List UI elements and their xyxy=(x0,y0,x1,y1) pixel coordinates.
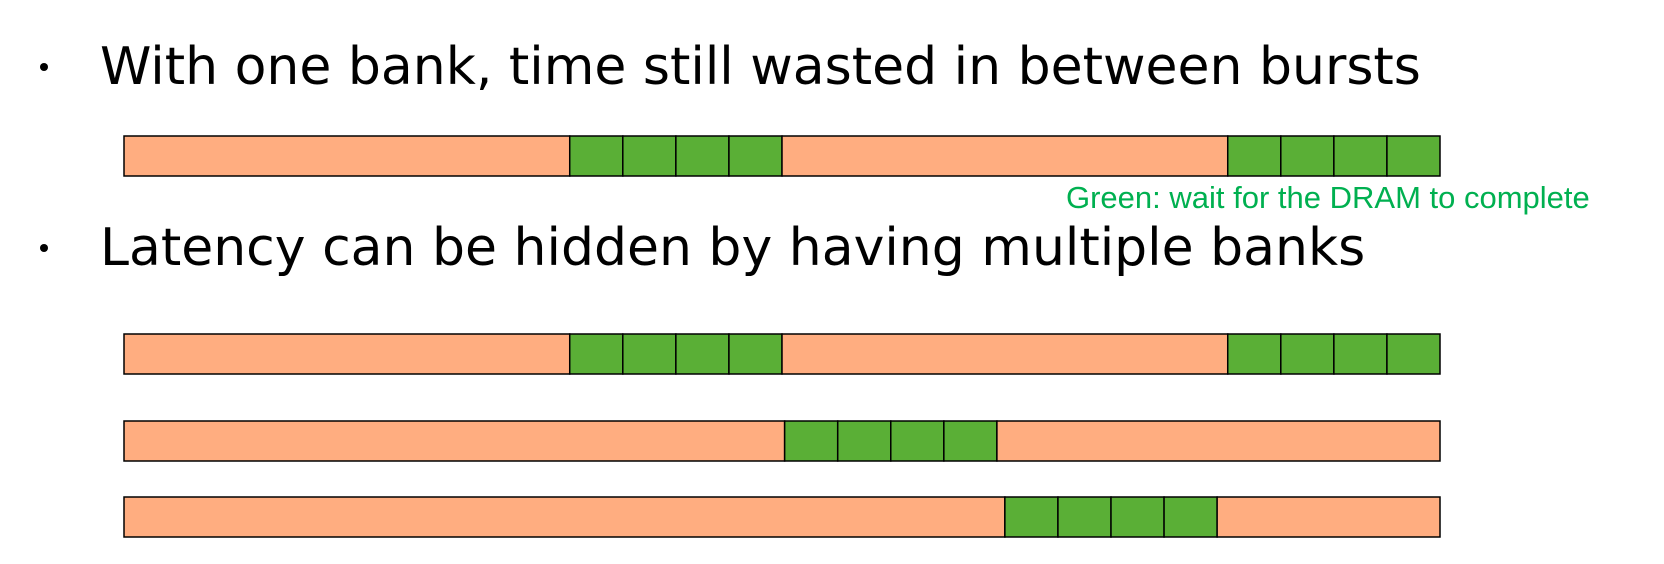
dram-wait-block xyxy=(890,420,945,462)
dram-wait-block xyxy=(1386,135,1441,177)
dram-wait-block xyxy=(675,135,730,177)
dram-wait-block xyxy=(568,135,624,177)
dram-wait-block xyxy=(622,135,677,177)
idle-segment xyxy=(781,135,1229,177)
dram-wait-block xyxy=(1004,496,1059,538)
idle-segment xyxy=(996,420,1441,462)
dram-wait-block xyxy=(783,420,839,462)
idle-segment xyxy=(123,333,571,375)
dram-wait-block xyxy=(836,420,892,462)
idle-segment xyxy=(123,496,1006,538)
legend-note: Green: wait for the DRAM to complete xyxy=(1066,180,1590,215)
bullet-dot-icon xyxy=(40,244,48,252)
idle-segment xyxy=(123,135,571,177)
timeline-bank-2 xyxy=(123,420,1441,462)
idle-segment xyxy=(781,333,1229,375)
dram-wait-block xyxy=(1333,333,1388,375)
idle-segment xyxy=(123,420,786,462)
dram-wait-block xyxy=(1386,333,1441,375)
dram-wait-block xyxy=(1163,496,1218,538)
timeline-bank-1 xyxy=(123,333,1441,375)
dram-wait-block xyxy=(622,333,677,375)
dram-wait-block xyxy=(675,333,730,375)
dram-wait-block xyxy=(568,333,624,375)
dram-wait-block xyxy=(728,333,783,375)
idle-segment xyxy=(1216,496,1441,538)
dram-wait-block xyxy=(1226,135,1282,177)
dram-wait-block xyxy=(1226,333,1282,375)
dram-wait-block xyxy=(728,135,783,177)
dram-wait-block xyxy=(1333,135,1388,177)
bullet-text-2: Latency can be hidden by having multiple… xyxy=(100,218,1366,278)
bullet-dot-icon xyxy=(40,63,48,71)
dram-wait-block xyxy=(1280,333,1335,375)
dram-wait-block xyxy=(1280,135,1335,177)
dram-wait-block xyxy=(1110,496,1165,538)
dram-wait-block xyxy=(943,420,998,462)
dram-wait-block xyxy=(1057,496,1112,538)
timeline-single-bank xyxy=(123,135,1441,177)
timeline-bank-3 xyxy=(123,496,1441,538)
bullet-text-1: With one bank, time still wasted in betw… xyxy=(100,37,1421,97)
